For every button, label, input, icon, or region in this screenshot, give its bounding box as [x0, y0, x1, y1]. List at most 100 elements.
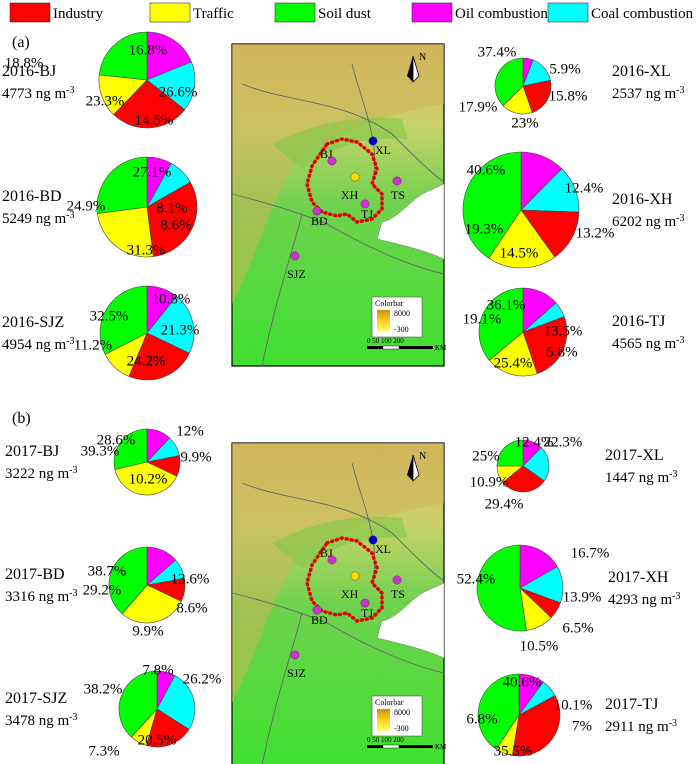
pie-site-label: 2016-BD: [2, 188, 62, 205]
pie-percent-label: 19.1%: [463, 311, 502, 327]
province-border: [241, 482, 445, 582]
pie-percent-label: 26.6%: [159, 84, 198, 100]
colorbar-title: Colorbar: [375, 299, 404, 308]
scale-bar: [367, 346, 433, 349]
pie-percent-label: 13.5%: [544, 323, 583, 339]
pie-slice-soil-dust: [478, 287, 524, 361]
pie-slice-soil-dust: [98, 31, 148, 81]
panel-label-a: (a): [12, 34, 30, 51]
pie-slice-industry: [146, 708, 190, 748]
terrain-foothill: [272, 117, 407, 169]
pie-site-label: 2017-SJZ: [5, 690, 67, 707]
colorbar-title: Colorbar: [375, 698, 404, 707]
pie-percent-label: 13.6%: [171, 571, 210, 587]
province-border: [261, 213, 303, 367]
pie-percent-label: 7.8%: [142, 662, 173, 678]
pie-percent-label: 37.4%: [478, 44, 517, 60]
pie-slice-coal-combustion: [146, 295, 195, 354]
pie-percent-label: 6.5%: [562, 620, 593, 636]
colorbar-gradient: [377, 709, 390, 731]
colorbar-gradient: [377, 310, 390, 332]
pie-percent-label: 23.3%: [86, 93, 125, 109]
pie-percent-label: 12.4%: [515, 434, 554, 450]
site-marker-ts: [392, 575, 402, 585]
pie-percent-label: 10.8%: [152, 291, 191, 307]
pie-percent-label: 7.3%: [88, 743, 119, 759]
north-arrow-icon: [407, 56, 413, 82]
sea-area: [376, 582, 445, 659]
pie-percent-label: 25%: [472, 448, 500, 464]
pie-site-label: 2017-XH: [608, 569, 669, 586]
colorbar-min: -300: [394, 325, 409, 334]
legend: Industry Traffic Soil dust Oil combustion Co…: [9, 2, 694, 23]
pie-site-label: 2017-BJ: [5, 443, 59, 460]
pie-percent-label: 12%: [176, 423, 204, 439]
site-label-ts: TS: [391, 188, 405, 202]
province-border: [231, 193, 445, 275]
site-label-xh: XH: [341, 587, 359, 601]
pie-percent-label: 14.5%: [135, 112, 174, 128]
pie-slice-industry: [522, 79, 552, 113]
pie-2017-bd: 13.6% 8.6% 9.9% 29.2% 38.7% 2017-BD 3316 ng m-…: [5, 546, 210, 639]
pie-percent-label: 10.9%: [470, 474, 509, 490]
site-label-xh: XH: [341, 188, 359, 202]
colorbar-max: 8000: [394, 708, 410, 717]
scale-unit: KM: [435, 344, 447, 352]
pie-site-label: 2016-BJ: [2, 63, 56, 80]
pie-slice-oil-combustion: [519, 544, 558, 589]
legend-swatch-oil-combustion: [411, 2, 453, 23]
pie-percent-label: 8.1%: [156, 200, 187, 216]
pie-total-label: 5249 ng m-3: [2, 210, 75, 228]
pie-percent-label: 38.2%: [84, 681, 123, 697]
pie-percent-label: 38.7%: [88, 563, 127, 579]
study-region-outline: [305, 536, 384, 623]
pie-slice-soil-dust: [99, 285, 148, 355]
site-label-xl: XL: [375, 542, 391, 556]
pie-percent-label: 22.3%: [544, 434, 583, 450]
pie-percent-label: 29.4%: [485, 496, 524, 512]
north-label: N: [419, 451, 426, 462]
pie-slice-industry: [128, 332, 190, 381]
site-marker-xl: [368, 535, 378, 545]
pie-total-label: 3316 ng m-3: [5, 588, 78, 606]
terrain-highland: [232, 443, 444, 703]
pie-site-label: 2016-SJZ: [2, 314, 64, 331]
north-arrow-icon: [407, 455, 413, 481]
study-region-outline: [305, 137, 384, 224]
pie-slice-traffic: [121, 584, 182, 624]
pie-total-label: 6202 ng m-3: [612, 213, 685, 231]
pie-percent-label: 14.5%: [500, 245, 539, 261]
scale-text: 0 50 100 200: [367, 736, 404, 744]
pie-slice-industry: [146, 181, 198, 257]
pie-percent-label: 13.2%: [576, 225, 615, 241]
pie-site-label: 2017-TJ: [605, 696, 658, 713]
pie-percent-label: 27.1%: [133, 164, 172, 180]
pie-slice-coal-combustion: [146, 61, 196, 111]
site-label-ts: TS: [391, 587, 405, 601]
colorbar-max: 8000: [394, 309, 410, 318]
pie-percent-label: 52.4%: [457, 571, 496, 587]
pie-slice-soil-dust: [476, 544, 527, 632]
province-border: [261, 612, 303, 764]
pie-slice-soil-dust: [462, 151, 522, 259]
pie-percent-label: 25.4%: [494, 355, 533, 371]
site-label-sjz: SJZ: [287, 666, 306, 680]
terrain-foothill: [272, 516, 407, 568]
pie-total-label: 1447 ng m-3: [605, 469, 678, 487]
scale-bar-segment: [382, 744, 400, 749]
site-marker-bd: [312, 206, 322, 216]
legend-swatch-soil-dust: [274, 2, 316, 23]
pie-slice-soil-dust: [96, 156, 148, 214]
legend-label: Coal combustion: [591, 6, 694, 22]
site-marker-xh: [350, 172, 360, 182]
pie-slice-industry: [520, 209, 580, 258]
site-marker-xh: [350, 571, 360, 581]
scale-bar-segment: [382, 345, 400, 350]
legend-label: Traffic: [193, 6, 234, 22]
site-marker-ts: [392, 176, 402, 186]
site-label-bd: BD: [311, 613, 328, 627]
pie-percent-label: 21.3%: [161, 322, 200, 338]
pie-slice-soil-dust: [113, 428, 148, 470]
